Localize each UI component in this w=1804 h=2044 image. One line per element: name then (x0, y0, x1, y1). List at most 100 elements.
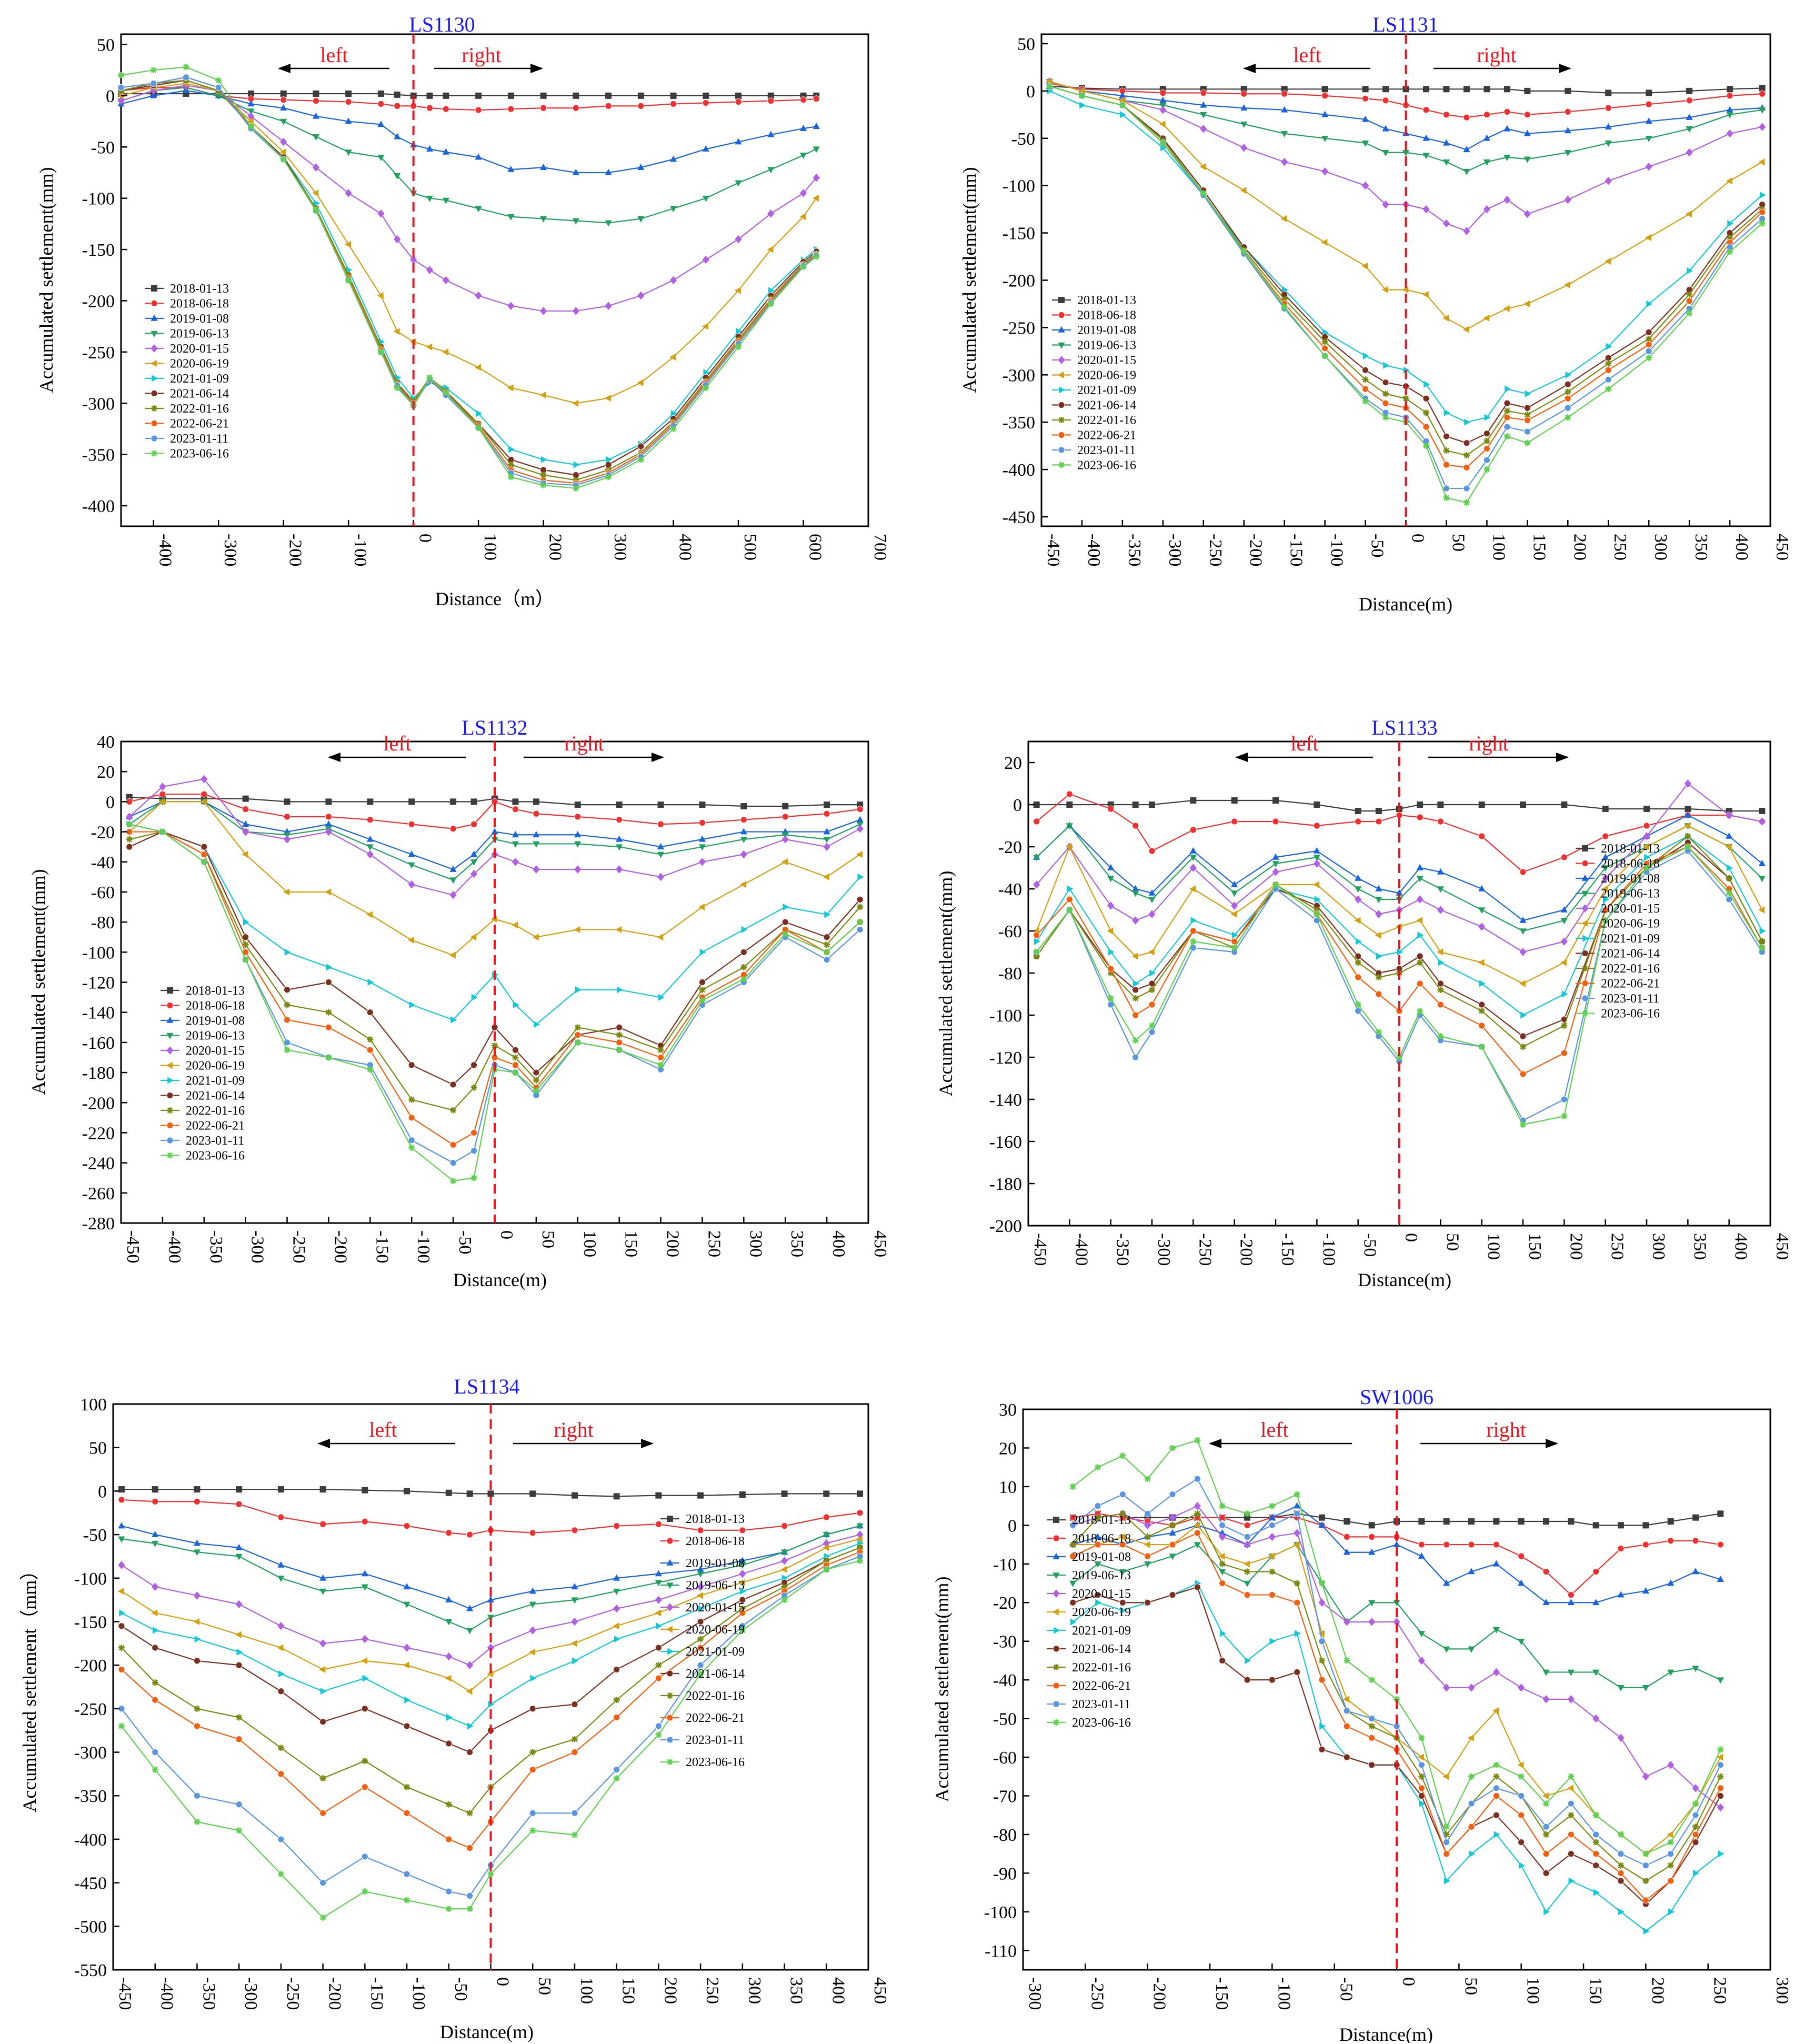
data-point-2020-01-15 (152, 1582, 159, 1591)
data-point-2018-06-18 (1667, 1537, 1675, 1545)
y-tick-label: -50 (993, 1710, 1017, 1729)
data-point-2019-01-08 (470, 850, 478, 857)
data-point-2018-06-18 (345, 98, 352, 105)
data-point-2020-06-19 (393, 328, 400, 335)
data-point-2019-01-08 (1443, 1579, 1450, 1586)
y-tick-label: -180 (989, 1175, 1022, 1194)
data-point-2018-01-13 (242, 795, 249, 802)
data-point-2023-06-16 (1344, 1657, 1350, 1664)
data-point-2021-01-09 (698, 1605, 705, 1612)
x-tick-label: -150 (1278, 1233, 1297, 1266)
data-point-2022-06-21 (1107, 965, 1115, 973)
data-point-2020-06-19 (344, 241, 351, 248)
legend-label: 2023-01-11 (686, 1734, 744, 1747)
data-point-2023-06-16 (1219, 1502, 1226, 1509)
data-point-2018-01-13 (573, 92, 579, 99)
y-tick-label: -20 (998, 838, 1022, 857)
data-point-2023-06-16 (377, 348, 384, 355)
data-point-2021-01-09 (1067, 885, 1074, 893)
data-point-2020-01-15 (1361, 181, 1369, 190)
data-point-2018-06-18 (449, 825, 457, 833)
legend-marker (151, 344, 158, 353)
data-point-2019-06-13 (1200, 112, 1207, 119)
y-tick-label: -200 (1003, 272, 1035, 291)
data-point-2018-01-13 (507, 92, 514, 99)
legend-marker (151, 450, 157, 457)
data-point-2021-06-14 (781, 918, 789, 926)
legend-label: 2021-06-14 (1077, 399, 1136, 413)
data-point-2020-06-19 (1107, 927, 1114, 935)
legend-label: 2019-01-08 (186, 1014, 245, 1028)
data-point-2018-01-13 (408, 798, 415, 805)
data-point-2020-01-15 (361, 1635, 368, 1644)
data-point-2018-06-18 (1602, 833, 1609, 840)
data-point-2021-01-09 (404, 1696, 411, 1704)
y-tick-label: 50 (97, 35, 115, 55)
data-point-2020-01-15 (1759, 123, 1766, 132)
legend-label: 2023-01-11 (1601, 992, 1659, 1006)
data-point-2019-06-13 (1504, 154, 1511, 161)
data-point-2018-01-13 (823, 1490, 830, 1497)
data-point-2018-01-13 (574, 801, 581, 808)
data-point-2020-06-19 (442, 348, 449, 356)
data-point-2020-01-15 (1504, 195, 1511, 204)
data-point-2019-01-08 (1321, 111, 1329, 117)
data-point-2019-06-13 (1033, 855, 1040, 861)
data-point-2019-06-13 (637, 216, 645, 223)
data-point-2023-06-16 (1355, 1001, 1361, 1008)
data-point-2019-06-13 (1726, 112, 1733, 119)
y-tick-label: -280 (82, 1214, 115, 1234)
data-point-2019-01-08 (1159, 96, 1167, 103)
x-tick-label: -450 (1044, 534, 1063, 566)
y-tick-label: -220 (82, 1124, 115, 1143)
y-tick-label: 20 (97, 763, 115, 782)
y-tick-label: 0 (1013, 796, 1022, 815)
data-point-2023-06-16 (1362, 398, 1369, 405)
data-point-2020-06-19 (1725, 843, 1732, 850)
legend-marker (666, 1736, 674, 1744)
data-point-2018-06-18 (637, 102, 645, 109)
data-point-2023-01-11 (445, 1888, 453, 1895)
data-point-2018-06-18 (1643, 822, 1650, 829)
data-point-2022-01-16 (367, 1036, 374, 1043)
data-point-2022-06-21 (152, 1696, 159, 1704)
data-point-2022-01-16 (404, 1784, 410, 1790)
data-point-2019-01-08 (345, 117, 352, 124)
x-tick-label: -250 (1195, 1233, 1215, 1266)
data-point-2018-06-18 (1542, 1568, 1550, 1575)
right-label: right (1486, 1418, 1526, 1441)
data-point-2018-06-18 (605, 102, 612, 109)
y-tick-label: -70 (993, 1787, 1017, 1806)
legend-marker (666, 1670, 674, 1677)
data-point-2020-01-15 (1355, 895, 1362, 904)
data-point-2022-06-21 (284, 1016, 290, 1024)
data-point-2023-06-16 (1646, 354, 1652, 361)
data-point-2020-01-15 (1368, 1618, 1376, 1626)
x-tick-label: 500 (740, 534, 760, 560)
data-point-2022-06-21 (1519, 1070, 1527, 1078)
data-point-2018-06-18 (1313, 822, 1320, 829)
data-point-2019-06-13 (1418, 1631, 1425, 1638)
data-point-2018-06-18 (1066, 790, 1073, 798)
data-point-2020-06-19 (312, 189, 319, 197)
data-point-2019-01-08 (507, 165, 515, 172)
data-point-2020-01-15 (319, 1639, 327, 1648)
legend-marker (1058, 462, 1065, 468)
data-point-2019-01-08 (1268, 1514, 1276, 1520)
data-point-2018-01-13 (1518, 1518, 1525, 1525)
data-point-2022-06-21 (1169, 1541, 1176, 1548)
data-point-2020-01-15 (1416, 895, 1424, 904)
data-point-2021-06-14 (637, 443, 645, 450)
data-point-2019-06-13 (345, 149, 352, 156)
data-point-2021-06-14 (1524, 404, 1531, 412)
data-point-2018-01-13 (637, 92, 644, 99)
y-tick-label: -20 (993, 1594, 1017, 1613)
data-point-2018-01-13 (118, 1486, 125, 1493)
data-point-2018-06-18 (1362, 95, 1369, 102)
data-point-2020-01-15 (1564, 195, 1571, 204)
series-line-2022-06-21 (121, 1551, 860, 1849)
data-point-2022-01-16 (613, 1697, 620, 1704)
data-point-2018-01-13 (1344, 1518, 1350, 1525)
data-point-2019-06-13 (247, 108, 255, 115)
x-tick-label: 350 (787, 1230, 807, 1257)
